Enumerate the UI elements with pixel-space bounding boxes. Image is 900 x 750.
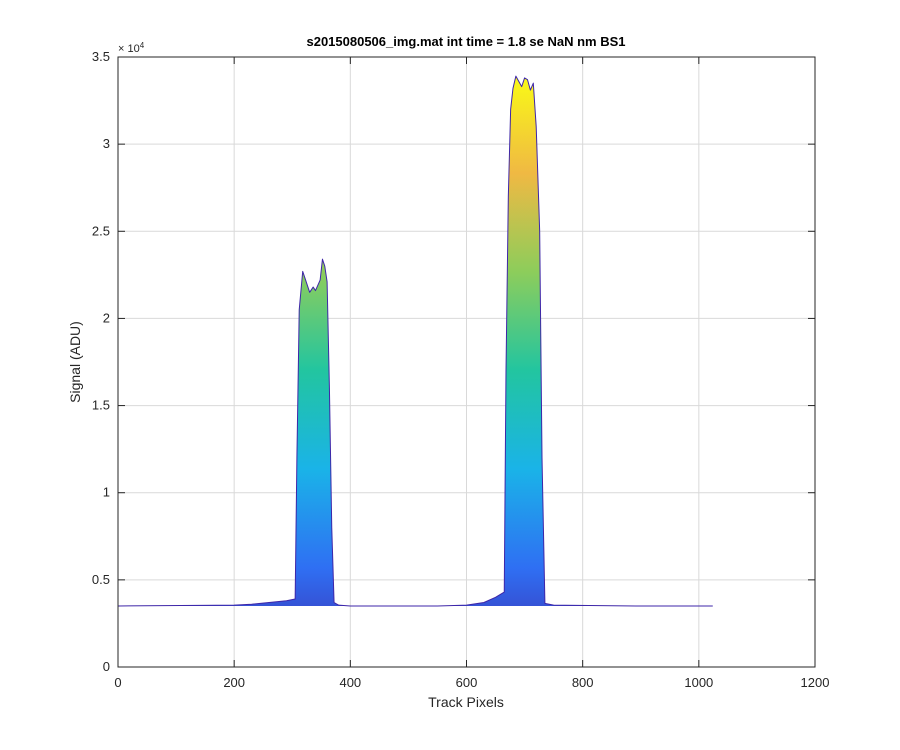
y-tick-label: 2.5 [92, 223, 110, 238]
y-tick-label: 1 [103, 485, 110, 500]
data-point [295, 598, 296, 599]
x-tick-label: 400 [339, 675, 361, 690]
y-tick-label: 0.5 [92, 572, 110, 587]
chart-title: s2015080506_img.mat int time = 1.8 se Na… [306, 34, 625, 49]
data-point [544, 603, 545, 604]
x-tick-label: 800 [572, 675, 594, 690]
data-point [302, 271, 303, 272]
data-layer [118, 75, 713, 607]
y-exponent-base: × 10 [118, 43, 140, 55]
y-axis-exponent: × 104 [118, 41, 145, 55]
data-point [530, 90, 531, 91]
data-point [251, 604, 252, 605]
data-point [510, 109, 511, 110]
y-tick-label: 0 [103, 659, 110, 674]
data-point [331, 527, 332, 528]
data-point [299, 309, 300, 310]
y-axis-label: Signal (ADU) [67, 321, 83, 403]
y-tick-label: 1.5 [92, 398, 110, 413]
x-axis-label: Track Pixels [428, 694, 504, 710]
x-tick-label: 1000 [684, 675, 713, 690]
data-point [309, 292, 310, 293]
data-point [553, 605, 554, 606]
y-exponent-power: 4 [140, 41, 145, 50]
y-tick-label: 2 [103, 310, 110, 325]
data-point [495, 597, 496, 598]
signal-trace [118, 75, 713, 607]
x-tick-labels: 0 200 400 600 800 1000 1200 [114, 675, 829, 690]
data-point [512, 88, 513, 89]
data-point [508, 196, 509, 197]
y-tick-label: 3 [103, 136, 110, 151]
data-point [286, 600, 287, 601]
y-tick-label: 3.5 [92, 49, 110, 64]
data-point [539, 231, 540, 232]
data-point [437, 605, 438, 606]
data-point [338, 605, 339, 606]
data-point [524, 77, 525, 78]
data-point [296, 457, 297, 458]
data-point [466, 605, 467, 606]
data-point [712, 605, 713, 606]
data-point [329, 388, 330, 389]
data-point [533, 83, 534, 84]
data-point [640, 605, 641, 606]
x-tick-label: 200 [223, 675, 245, 690]
data-point [483, 602, 484, 603]
x-tick-label: 1200 [801, 675, 830, 690]
data-point [327, 281, 328, 282]
data-point [304, 278, 305, 279]
axis-ticks [117, 56, 816, 668]
data-point [268, 602, 269, 603]
data-point [536, 126, 537, 127]
data-point [505, 370, 506, 371]
data-point [315, 290, 316, 291]
data-point [527, 79, 528, 80]
data-point [313, 286, 314, 287]
data-point [541, 457, 542, 458]
grid-lines [118, 57, 815, 667]
x-tick-label: 600 [456, 675, 478, 690]
data-point [324, 266, 325, 267]
data-point [515, 76, 516, 77]
data-point [322, 259, 323, 260]
data-point [333, 602, 334, 603]
x-tick-label: 0 [114, 675, 121, 690]
data-point [518, 81, 519, 82]
data-point [504, 591, 505, 592]
y-tick-labels: 0 0.5 1 1.5 2 2.5 3 3.5 [92, 49, 110, 674]
data-point [234, 605, 235, 606]
data-point [350, 605, 351, 606]
data-point [521, 86, 522, 87]
data-point [320, 279, 321, 280]
